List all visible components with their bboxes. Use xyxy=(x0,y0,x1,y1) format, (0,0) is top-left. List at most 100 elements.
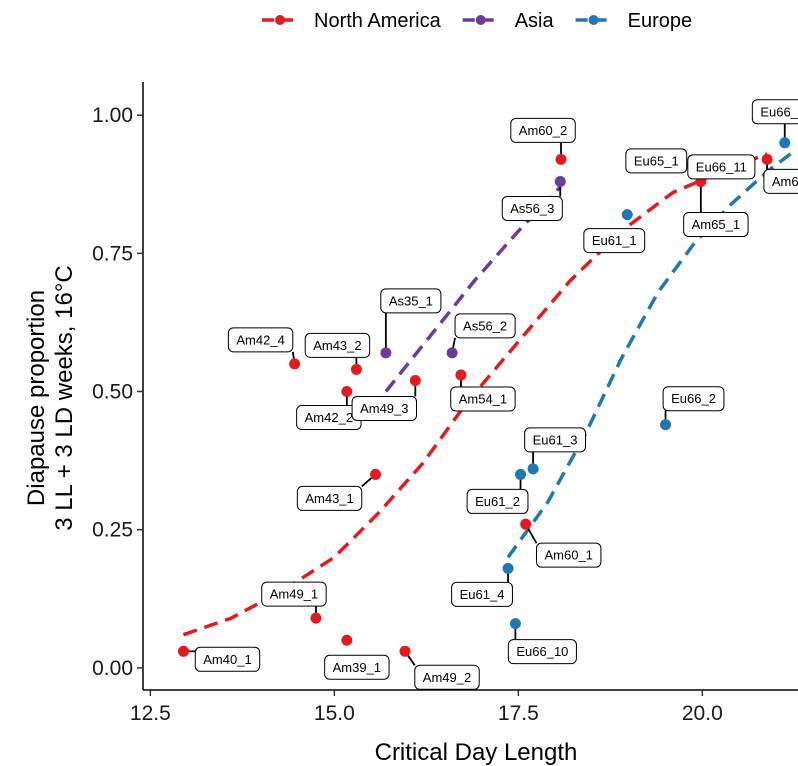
point-label: As56_2 xyxy=(454,313,516,339)
data-point xyxy=(341,634,353,646)
point-label: Am65_2 xyxy=(763,168,798,194)
point-label-text: Am42_2 xyxy=(305,410,353,425)
point-label-box xyxy=(351,395,418,421)
data-point xyxy=(660,419,672,431)
point-label-text: Eu65_1 xyxy=(634,153,679,168)
point-label-text: Eu61_1 xyxy=(592,233,637,248)
y-axis-title-line-2: 3 LL + 3 LD weeks, 16°C xyxy=(51,265,78,531)
point-label: Eu66_10 xyxy=(507,639,577,665)
x-tick-label: 20.0 xyxy=(682,702,723,725)
data-point xyxy=(380,347,392,359)
point-label: Am43_1 xyxy=(296,485,363,511)
data-point xyxy=(341,386,353,398)
legend: North America Asia Europe xyxy=(262,10,692,32)
point-label: As56_3 xyxy=(501,195,563,221)
data-point xyxy=(761,153,773,165)
point-label-box xyxy=(662,386,725,412)
data-point xyxy=(455,369,467,381)
point-label-text: As56_2 xyxy=(463,318,507,333)
point-label-box xyxy=(763,168,798,194)
point-label-text: Am43_2 xyxy=(313,338,361,353)
point-label-box xyxy=(510,117,576,143)
data-point xyxy=(370,468,382,480)
data-point xyxy=(289,358,301,370)
data-point xyxy=(350,363,362,375)
y-axis-title: Diapause proportion 3 LL + 3 LD weeks, 1… xyxy=(23,265,78,531)
axes: 0.00 0.25 0.50 0.75 1.00 12.5 15.0 17.5 20.0 xyxy=(92,82,798,725)
point-label: Eu61_1 xyxy=(583,228,646,254)
point-label-box xyxy=(261,581,327,607)
legend-label: North America xyxy=(314,10,442,32)
point-label: Am42_4 xyxy=(227,327,294,353)
point-label-box xyxy=(296,485,363,511)
point-label-box xyxy=(194,646,261,672)
point-label-text: Am60_2 xyxy=(519,123,567,138)
point-label-text: Am65_1 xyxy=(692,217,740,232)
point-label-text: Eu61_4 xyxy=(460,587,505,602)
point-label-text: Eu61_2 xyxy=(475,494,520,509)
point-label-text: Am60_1 xyxy=(544,548,592,563)
point-label-box xyxy=(451,581,513,607)
y-tick-label: 0.50 xyxy=(92,381,133,404)
legend-swatch-point xyxy=(275,15,285,25)
point-label-box xyxy=(687,154,756,180)
point-label-text: Eu66_10 xyxy=(516,644,568,659)
point-label: Am43_2 xyxy=(304,332,371,358)
point-label: Eu61_2 xyxy=(466,488,529,514)
y-axis-title-line-1: Diapause proportion xyxy=(23,290,50,506)
point-label: Eu61_3 xyxy=(524,427,586,453)
data-point xyxy=(409,374,421,386)
point-label-box xyxy=(304,332,371,358)
data-point xyxy=(509,618,521,630)
point-label: As35_1 xyxy=(380,288,442,314)
point-label: Am49_3 xyxy=(351,395,418,421)
data-point xyxy=(446,347,458,359)
fit-line xyxy=(506,152,792,559)
point-label: Am60_2 xyxy=(510,117,576,143)
point-label-box xyxy=(507,639,577,665)
point-label-text: Am39_1 xyxy=(333,660,381,675)
legend-label: Europe xyxy=(628,10,693,32)
x-tick-label: 12.5 xyxy=(130,702,171,725)
point-label-box xyxy=(324,654,390,680)
data-point xyxy=(399,645,411,657)
point-label-box xyxy=(501,195,563,221)
point-label-box xyxy=(751,99,798,125)
legend-swatch-point xyxy=(588,15,599,25)
point-label-text: Eu66_11 xyxy=(696,159,747,174)
point-label-box xyxy=(466,488,529,514)
data-point xyxy=(520,518,532,530)
point-label-box xyxy=(535,542,602,568)
point-label-text: Eu66_2 xyxy=(671,391,716,406)
x-axis-title: Critical Day Length xyxy=(375,739,578,766)
point-label: Eu65_1 xyxy=(625,148,688,174)
point-label-text: Am42_4 xyxy=(236,332,284,347)
y-tick-label: 0.00 xyxy=(92,657,133,680)
point-label: Am42_2 xyxy=(296,405,362,431)
point-label: Eu66_1 xyxy=(751,99,798,125)
point-label-text: Am40_1 xyxy=(203,652,251,667)
point-label-box xyxy=(380,288,442,314)
point-label-text: Am49_3 xyxy=(360,401,408,416)
point-label-box xyxy=(450,386,516,412)
data-point xyxy=(515,468,527,480)
y-tick-label: 1.00 xyxy=(92,104,133,127)
x-tick-label: 17.5 xyxy=(498,702,539,725)
data-point xyxy=(779,137,791,149)
legend-label: Asia xyxy=(515,10,555,32)
point-label: Am49_1 xyxy=(261,581,327,607)
point-label: Am60_1 xyxy=(535,542,602,568)
data-point xyxy=(621,209,633,221)
point-label-text: Am49_1 xyxy=(270,587,318,602)
point-label-box xyxy=(625,148,688,174)
point-label-box xyxy=(454,313,516,339)
point-labels: Am40_1 Am49_1 Am39_1 Am49_2 Am42_4 Am43_2 Am42… xyxy=(194,99,798,690)
point-label: Am40_1 xyxy=(194,646,261,672)
data-point xyxy=(555,153,567,165)
point-label-box xyxy=(583,228,646,254)
point-label-box xyxy=(683,211,749,237)
point-label-text: As56_3 xyxy=(510,201,554,216)
y-tick-label: 0.25 xyxy=(92,519,133,542)
point-label: Eu66_11 xyxy=(687,154,756,180)
